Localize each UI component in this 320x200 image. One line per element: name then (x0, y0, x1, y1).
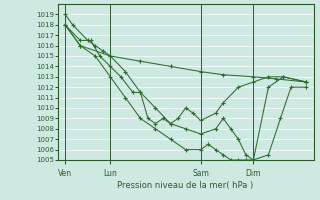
X-axis label: Pression niveau de la mer( hPa ): Pression niveau de la mer( hPa ) (117, 181, 254, 190)
